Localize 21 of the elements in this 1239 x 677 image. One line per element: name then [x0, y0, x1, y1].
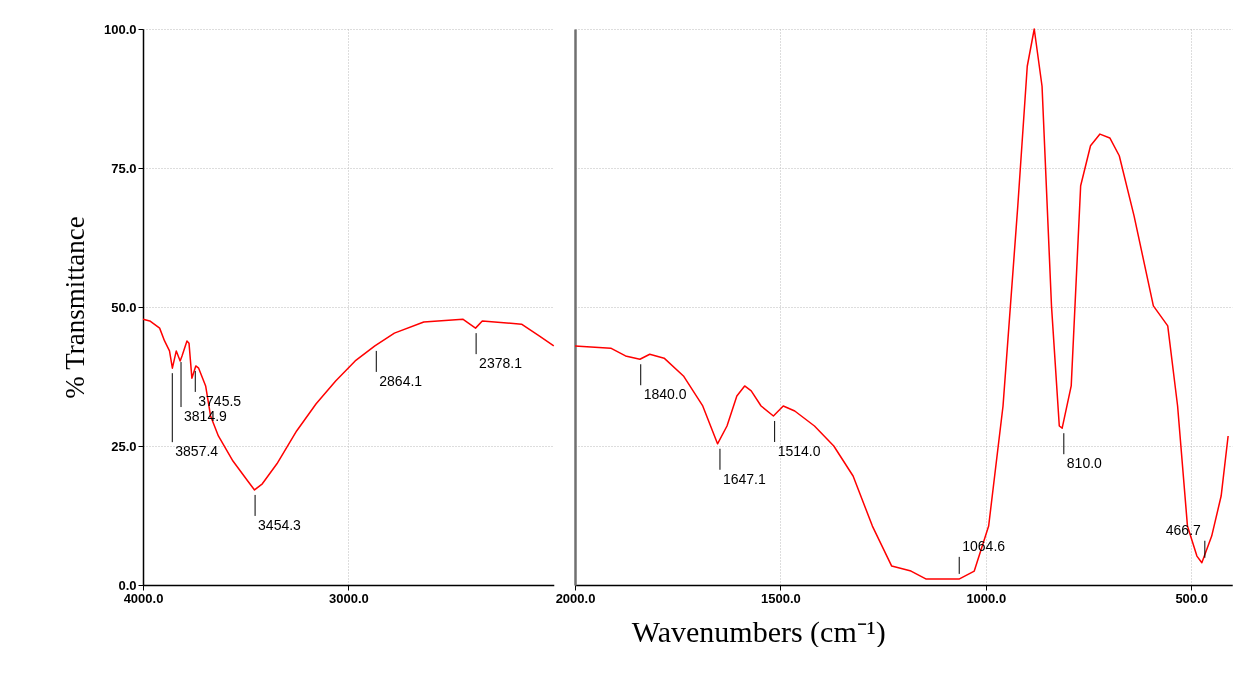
annotation: 2864.1	[379, 372, 423, 389]
annotation: 3857.4	[175, 443, 219, 460]
annotation: 2378.1	[479, 355, 523, 372]
x-tick-label: 2000.0	[555, 590, 596, 606]
annotation: 3454.3	[258, 516, 302, 533]
annotation: 1514.0	[777, 442, 821, 459]
annotation: 810.0	[1066, 455, 1103, 472]
y-axis-title: % Transmittance	[59, 216, 90, 399]
annotation: 1840.0	[643, 386, 687, 403]
y-tick-label: 100.0	[103, 21, 137, 37]
x-tick-label: 1500.0	[761, 590, 801, 606]
x-tick-label: 1000.0	[966, 590, 1007, 606]
x-tick-label: 4000.0	[123, 590, 164, 606]
x-tick-label: 500.0	[1175, 590, 1208, 606]
y-tick-label: 0.0	[118, 577, 137, 593]
y-tick-label: 50.0	[111, 299, 137, 315]
y-tick-label: 75.0	[111, 160, 137, 176]
line-series	[142, 318, 555, 491]
annotation: 1647.1	[722, 470, 766, 487]
y-tick-label: 25.0	[111, 438, 137, 454]
x-tick-label: 3000.0	[329, 590, 369, 606]
